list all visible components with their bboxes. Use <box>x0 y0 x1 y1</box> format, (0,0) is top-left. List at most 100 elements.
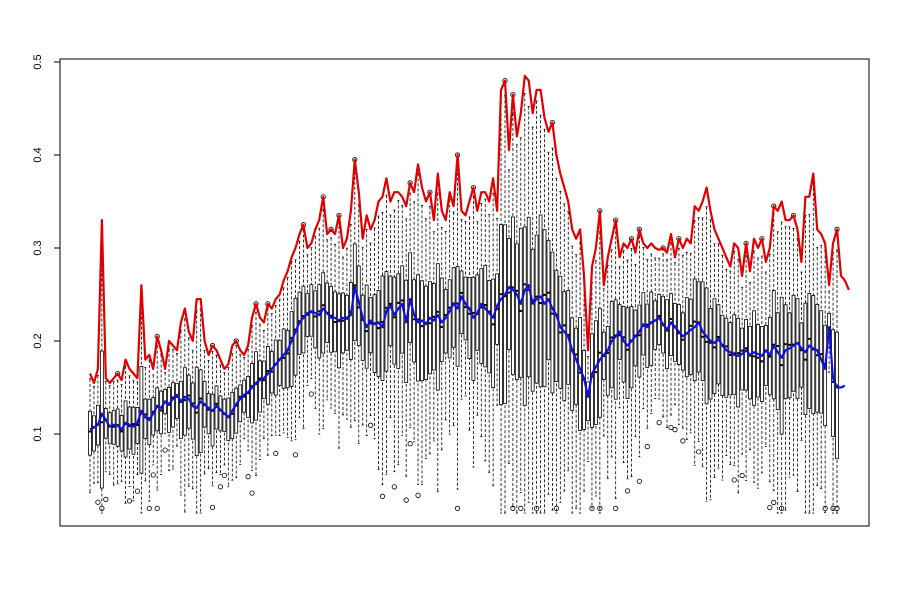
box <box>329 286 333 353</box>
box <box>234 387 239 434</box>
box <box>463 276 468 341</box>
box <box>507 238 511 350</box>
box <box>613 299 618 400</box>
outlier-point <box>115 370 121 377</box>
box <box>625 307 630 399</box>
box <box>756 324 760 398</box>
box <box>605 325 610 396</box>
box <box>206 393 211 435</box>
box <box>534 234 539 384</box>
box <box>226 397 231 442</box>
box <box>570 317 575 411</box>
outlier-point <box>613 505 619 511</box>
outlier-point <box>672 427 678 433</box>
box <box>712 298 717 394</box>
outlier-point <box>771 499 777 505</box>
box <box>404 279 409 383</box>
box <box>408 252 413 343</box>
box <box>752 310 756 406</box>
box <box>787 312 792 399</box>
box <box>127 406 132 450</box>
box <box>807 292 812 409</box>
box <box>799 322 804 388</box>
box <box>230 391 235 440</box>
box <box>744 319 748 391</box>
box <box>289 311 294 387</box>
outlier-point <box>407 441 413 447</box>
outlier-point <box>636 478 642 484</box>
box <box>159 390 164 435</box>
box <box>692 278 697 382</box>
box <box>815 304 820 413</box>
box <box>123 400 128 458</box>
box <box>791 294 796 392</box>
box <box>645 303 650 368</box>
box <box>107 412 112 445</box>
box <box>317 284 322 359</box>
box <box>562 291 567 402</box>
outlier-point <box>154 505 160 511</box>
y-axis: 0.1 0.2 0.3 0.4 0.5 <box>32 54 61 442</box>
outlier-point <box>454 505 461 511</box>
box <box>637 304 642 378</box>
outlier-point <box>103 496 109 502</box>
box <box>238 384 243 423</box>
box <box>435 263 440 391</box>
box <box>538 214 543 388</box>
outlier-point <box>415 492 421 498</box>
box <box>487 280 492 374</box>
box <box>649 291 654 366</box>
outlier-point <box>328 226 334 232</box>
box <box>586 381 590 422</box>
box <box>724 317 729 398</box>
summary-lines <box>88 74 850 431</box>
outlier-point <box>95 499 101 505</box>
box <box>760 326 764 402</box>
box <box>775 312 780 410</box>
box <box>811 295 816 415</box>
box <box>574 327 579 405</box>
outlier-point <box>368 422 374 428</box>
box <box>447 279 452 359</box>
box <box>360 294 365 361</box>
outlier-point <box>245 474 251 480</box>
y-tick-label: 0.5 <box>32 54 44 69</box>
box <box>704 287 709 405</box>
box <box>550 251 555 394</box>
mean-series-line <box>89 284 846 431</box>
box <box>621 305 626 383</box>
outlier-point <box>146 505 152 511</box>
box <box>554 269 559 382</box>
box <box>763 325 768 386</box>
outlier-point <box>767 504 773 511</box>
outlier-point <box>739 472 745 479</box>
box <box>522 226 527 406</box>
y-tick-label: 0.1 <box>32 426 44 441</box>
box <box>511 216 515 376</box>
outlier-point <box>126 498 133 504</box>
box <box>147 398 152 445</box>
box <box>526 216 531 378</box>
outlier-point <box>680 438 686 444</box>
box <box>542 229 547 388</box>
box <box>345 294 349 351</box>
box <box>131 406 136 455</box>
box <box>250 363 254 424</box>
box <box>665 299 669 370</box>
box <box>748 325 752 400</box>
box <box>431 283 436 371</box>
box <box>341 292 345 354</box>
box <box>708 307 713 400</box>
box <box>823 324 828 426</box>
box <box>392 276 397 365</box>
outlier-point <box>217 484 224 490</box>
box <box>182 367 187 436</box>
box <box>321 272 326 354</box>
box <box>479 268 484 364</box>
box <box>835 331 839 460</box>
box <box>680 312 685 371</box>
box <box>455 266 460 367</box>
box-group <box>88 78 840 514</box>
outlier-point <box>249 490 255 496</box>
outlier-point <box>668 424 674 431</box>
